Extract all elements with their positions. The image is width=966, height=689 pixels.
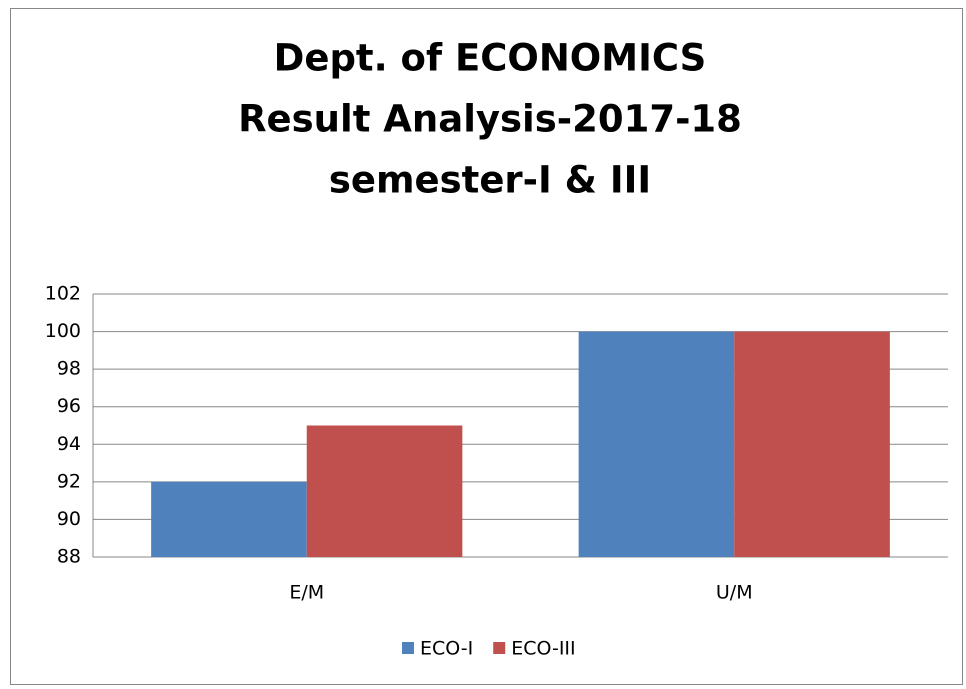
y-tick-label: 102 bbox=[45, 283, 81, 305]
x-tick-label: U/M bbox=[716, 582, 753, 604]
chart-title: semester-I & III bbox=[329, 159, 651, 202]
bar bbox=[734, 331, 890, 557]
y-tick-label: 100 bbox=[45, 320, 81, 342]
chart-title: Result Analysis-2017-18 bbox=[238, 98, 742, 141]
y-tick-label: 94 bbox=[57, 433, 81, 455]
y-tick-label: 92 bbox=[57, 470, 81, 492]
bar bbox=[151, 481, 307, 557]
y-tick-label: 96 bbox=[57, 395, 81, 417]
legend-swatch bbox=[493, 642, 506, 654]
y-tick-label: 88 bbox=[57, 546, 81, 568]
legend-swatch bbox=[402, 642, 414, 654]
y-tick-label: 90 bbox=[57, 508, 81, 530]
legend-label: ECO-I bbox=[420, 638, 473, 660]
x-tick-label: E/M bbox=[289, 582, 324, 604]
bar bbox=[306, 425, 463, 557]
legend-label: ECO-III bbox=[511, 638, 575, 660]
chart-title: Dept. of ECONOMICS bbox=[274, 37, 707, 80]
y-tick-label: 98 bbox=[57, 358, 81, 380]
bar bbox=[578, 331, 735, 557]
